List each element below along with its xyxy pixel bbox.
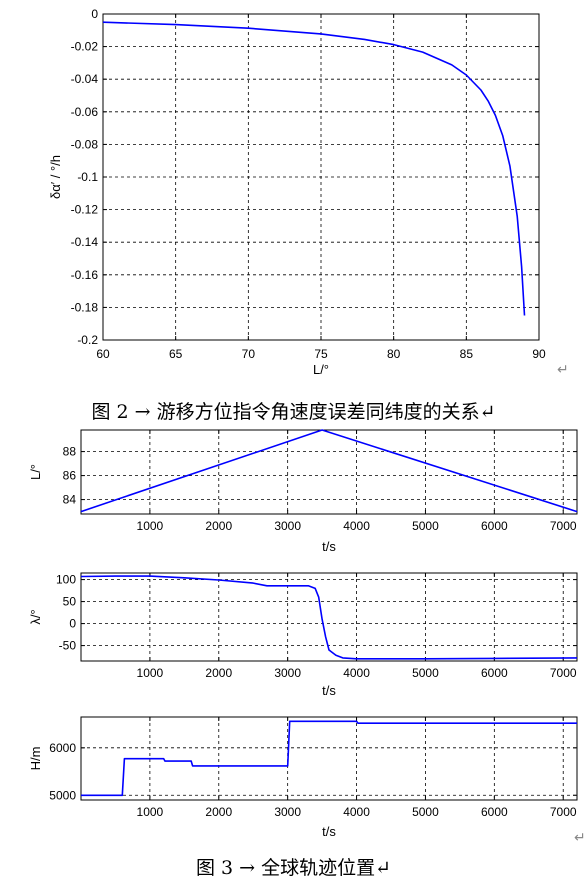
x-tick-label: 4000	[343, 805, 370, 819]
series-line	[102, 21, 526, 316]
x-tick-label: 80	[387, 347, 401, 361]
y-tick-label: -0.08	[71, 137, 99, 151]
series-line	[81, 720, 577, 797]
plot-frame	[80, 716, 578, 801]
x-tick-label: 85	[460, 347, 474, 361]
x-tick-label: 3000	[274, 519, 301, 533]
y-tick-label: 0	[91, 7, 98, 21]
x-tick-label: 90	[532, 347, 546, 361]
x-tick-label: 5000	[412, 666, 439, 680]
x-tick-label: 5000	[412, 519, 439, 533]
x-tick-label: 2000	[205, 805, 232, 819]
plot-frame	[80, 429, 578, 515]
figure-3-caption: 图 3 → 全球轨迹位置↵	[195, 857, 392, 879]
y-tick-label: 0	[69, 617, 76, 631]
series-line	[80, 575, 578, 660]
y-tick-label: 84	[63, 493, 77, 507]
y-tick-label: -0.04	[71, 72, 99, 86]
x-tick-label: 75	[314, 347, 328, 361]
y-tick-label: -0.14	[71, 235, 99, 249]
y-tick-label: -0.2	[77, 333, 98, 347]
x-tick-label: 70	[242, 347, 256, 361]
y-tick-label: -0.18	[71, 300, 99, 314]
x-axis-label: L/°	[313, 362, 329, 377]
x-tick-label: 6000	[481, 666, 508, 680]
x-tick-label: 65	[169, 347, 183, 361]
y-tick-label: -0.16	[71, 268, 99, 282]
y-axis-label: δα′ / °/h	[48, 155, 63, 199]
x-tick-label: 6000	[481, 805, 508, 819]
x-tick-label: 1000	[137, 666, 164, 680]
paragraph-mark-icon: ↵	[574, 830, 586, 846]
x-tick-label: 5000	[412, 805, 439, 819]
y-tick-label: 100	[56, 573, 76, 587]
y-tick-label: 88	[63, 445, 77, 459]
figure-2-caption: 图 2 → 游移方位指令角速度误差同纬度的关系↵	[91, 401, 496, 423]
x-axis-label: t/s	[322, 683, 336, 698]
y-tick-label: 86	[63, 469, 77, 483]
x-tick-label: 2000	[205, 666, 232, 680]
x-tick-label: 7000	[550, 519, 577, 533]
y-tick-label: 50	[63, 595, 77, 609]
x-tick-label: 7000	[550, 666, 577, 680]
y-tick-label: -0.1	[77, 170, 98, 184]
x-tick-label: 1000	[137, 805, 164, 819]
y-axis-label: λ/°	[28, 609, 43, 624]
paragraph-mark-icon: ↵	[557, 362, 569, 378]
y-tick-label: -0.06	[71, 105, 99, 119]
x-tick-label: 7000	[550, 805, 577, 819]
y-axis-label: H/m	[28, 747, 43, 771]
y-tick-label: -50	[59, 639, 77, 653]
x-tick-label: 4000	[343, 519, 370, 533]
x-tick-label: 1000	[137, 519, 164, 533]
x-tick-label: 60	[96, 347, 110, 361]
y-tick-label: 5000	[49, 788, 76, 802]
x-tick-label: 6000	[481, 519, 508, 533]
y-tick-label: -0.02	[71, 40, 99, 54]
y-tick-label: -0.12	[71, 203, 99, 217]
series-line	[80, 429, 578, 513]
x-tick-label: 2000	[205, 519, 232, 533]
y-tick-label: 6000	[49, 741, 76, 755]
x-tick-label: 4000	[343, 666, 370, 680]
x-axis-label: t/s	[322, 539, 336, 554]
x-tick-label: 3000	[274, 666, 301, 680]
plot-frame	[80, 572, 578, 662]
x-axis-label: t/s	[322, 824, 336, 839]
y-axis-label: L/°	[28, 464, 43, 480]
x-tick-label: 3000	[274, 805, 301, 819]
